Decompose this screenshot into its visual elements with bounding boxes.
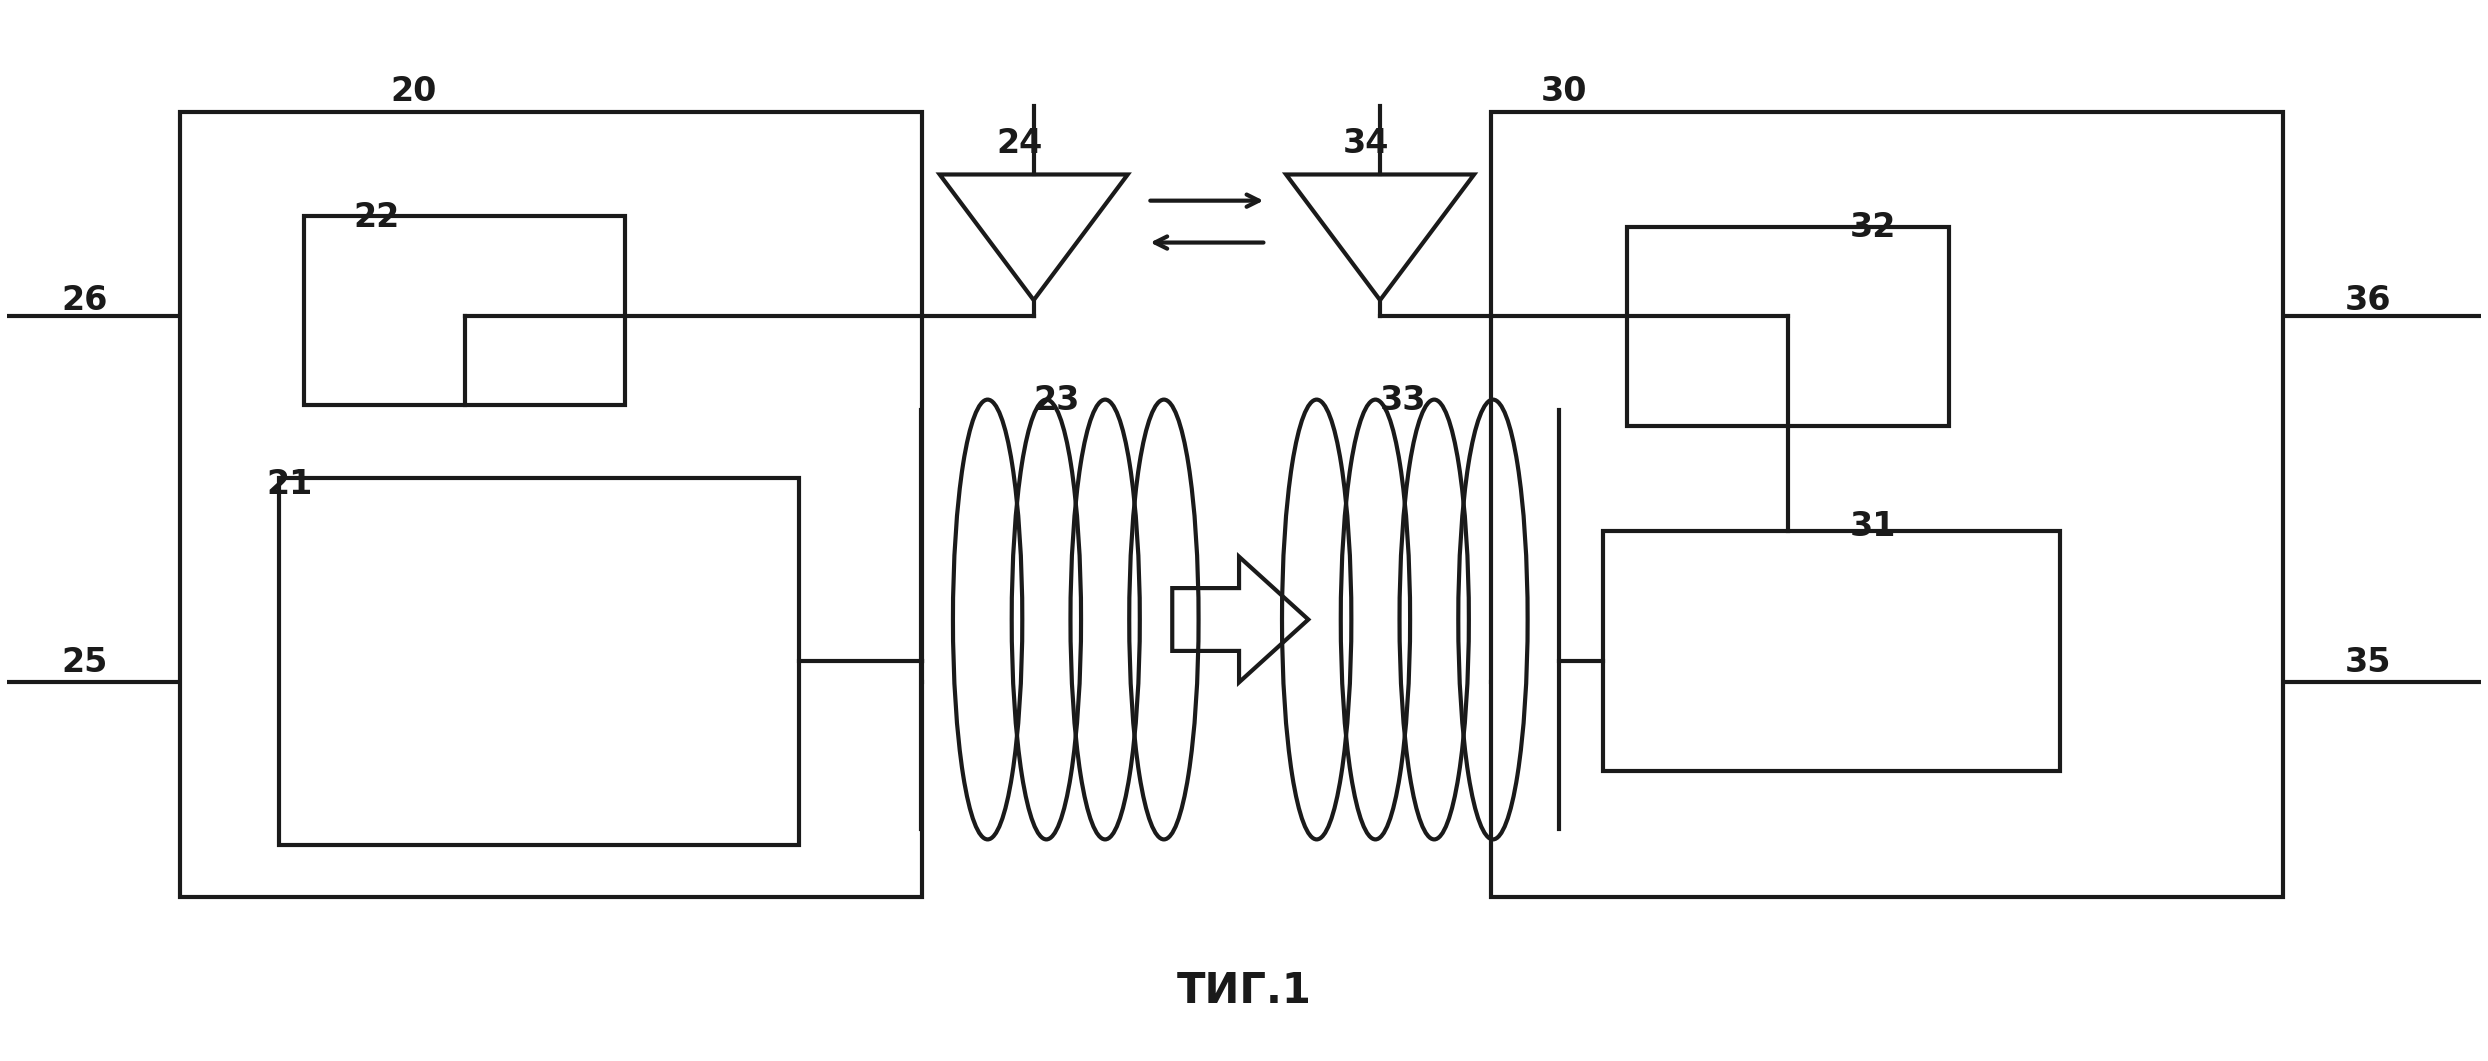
Text: 24: 24 bbox=[998, 127, 1042, 160]
Text: 31: 31 bbox=[1851, 509, 1896, 542]
Bar bbox=[304, 216, 624, 405]
Text: 33: 33 bbox=[1381, 384, 1426, 417]
Text: 23: 23 bbox=[1033, 384, 1080, 417]
Text: 30: 30 bbox=[1540, 75, 1587, 108]
Text: 21: 21 bbox=[266, 468, 313, 501]
Text: 25: 25 bbox=[62, 646, 107, 679]
Text: 36: 36 bbox=[2346, 284, 2391, 317]
Bar bbox=[1627, 227, 1948, 425]
Text: 26: 26 bbox=[62, 284, 107, 317]
Bar bbox=[1602, 530, 2060, 771]
Text: 32: 32 bbox=[1851, 211, 1896, 244]
Bar bbox=[279, 479, 799, 845]
Text: 22: 22 bbox=[353, 201, 401, 233]
Bar bbox=[1490, 111, 2284, 897]
Text: 20: 20 bbox=[391, 75, 438, 108]
Text: 35: 35 bbox=[2346, 646, 2391, 679]
Text: ΤИГ.1: ΤИГ.1 bbox=[1177, 970, 1311, 1012]
Bar bbox=[179, 111, 923, 897]
Text: 34: 34 bbox=[1344, 127, 1388, 160]
